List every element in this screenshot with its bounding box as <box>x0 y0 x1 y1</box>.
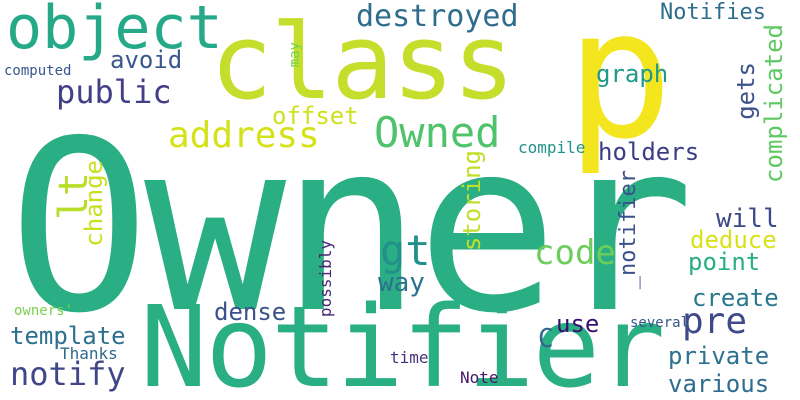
word-underscore-notifier: _notifier <box>616 170 641 290</box>
word-p: p <box>566 0 674 178</box>
word-deduce: deduce <box>690 226 777 254</box>
word-owner: Owner <box>8 90 694 365</box>
word-address: address <box>168 115 320 156</box>
word-several: several <box>630 315 690 331</box>
word-destroyed: destroyed <box>356 0 519 34</box>
word-public: public <box>56 73 172 111</box>
word-template: template <box>10 322 126 350</box>
word-notifier: Notifier <box>140 283 665 400</box>
word-gets: gets <box>732 62 760 120</box>
word-computed: computed <box>4 63 72 79</box>
word-graph: graph <box>596 60 669 88</box>
word-time: time <box>390 348 429 367</box>
word-pre: pre <box>682 301 748 342</box>
word-gt: gt <box>380 226 431 275</box>
word-owned: Owned <box>374 108 501 157</box>
word-holders: holders <box>598 138 700 166</box>
word-class: class <box>210 1 515 123</box>
word-may: may <box>287 42 303 68</box>
word-create: create <box>692 284 779 312</box>
word-compile: compile <box>518 138 586 157</box>
word-avoid: avoid <box>110 46 183 74</box>
word-point: point <box>688 248 761 276</box>
word-dense: dense <box>214 298 287 326</box>
word-owners: owners' <box>14 303 74 319</box>
word-way: way <box>378 268 425 298</box>
word-c: C <box>538 324 554 354</box>
word-private: private <box>668 342 770 370</box>
word-code: code <box>534 233 616 273</box>
word-offset: offset <box>272 102 359 130</box>
word-complicated: complicated <box>760 24 788 183</box>
word-use: use <box>556 310 600 338</box>
word-notify: notify <box>10 355 126 393</box>
word-possibly: possibly <box>316 240 335 318</box>
word-note: Note <box>460 368 499 387</box>
word-thanks: Thanks <box>60 344 118 363</box>
word-various: various <box>668 370 770 398</box>
word-will: will <box>716 204 779 234</box>
word-storing: storing <box>458 150 486 252</box>
word-notifies: Notifies <box>660 0 766 25</box>
word-change: change <box>80 160 108 247</box>
word-object: object <box>6 0 223 63</box>
